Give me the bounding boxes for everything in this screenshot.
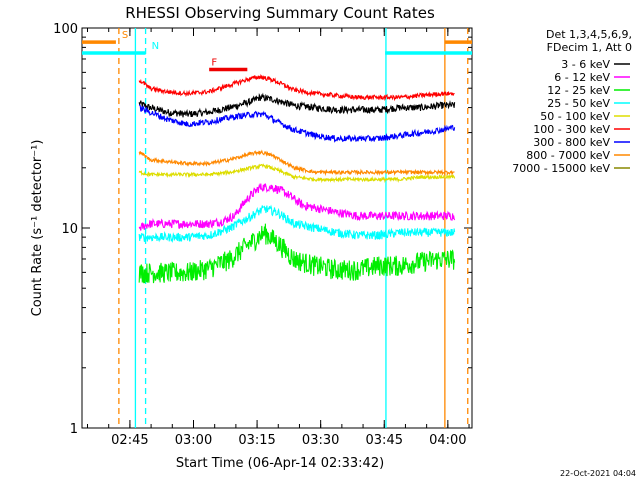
x-tick-label: 03:45 (366, 433, 403, 448)
series-line (138, 149, 455, 177)
series-line (138, 163, 456, 184)
legend-header: Det 1,3,4,5,6,9, (546, 28, 632, 41)
legend-label: 50 - 100 keV (540, 110, 610, 123)
legend-label: 12 - 25 keV (547, 84, 610, 97)
series-line (138, 73, 455, 102)
x-tick-label: 03:30 (302, 433, 339, 448)
legend-label: 25 - 50 keV (547, 97, 610, 110)
series-line (138, 204, 456, 243)
y-tick-label: 1 (70, 422, 78, 437)
y-axis-label: Count Rate (s⁻¹ detector⁻¹) (30, 140, 45, 317)
legend-label: 3 - 6 keV (561, 58, 610, 71)
y-tick-label: 100 (53, 22, 78, 37)
series-line (138, 104, 456, 143)
x-tick-label: 03:00 (175, 433, 212, 448)
x-tick-label: 02:45 (111, 433, 148, 448)
flag-label: N (152, 41, 159, 52)
legend-label: 6 - 12 keV (554, 71, 610, 84)
legend-label: 300 - 800 keV (533, 136, 610, 149)
flag-label: S (122, 30, 128, 41)
y-tick-label: 10 (61, 222, 78, 237)
flag-label: F (211, 58, 217, 69)
footer-date: 22-Oct-2021 04:04 (560, 469, 636, 478)
legend-label: 800 - 7000 keV (526, 149, 610, 162)
x-tick-label: 03:15 (238, 433, 275, 448)
legend: Det 1,3,4,5,6,9,FDecim 1, Att 0 3 - 6 keV… (512, 28, 632, 175)
series-line (138, 223, 456, 284)
chart-title: RHESSI Observing Summary Count Rates (125, 4, 435, 22)
legend-label: 100 - 300 keV (533, 123, 610, 136)
legend-label: 7000 - 15000 keV (512, 162, 610, 175)
legend-header: FDecim 1, Att 0 (547, 41, 632, 54)
x-axis-label: Start Time (06-Apr-14 02:33:42) (176, 456, 384, 471)
series-line (138, 92, 456, 118)
x-tick-label: 04:00 (429, 433, 466, 448)
series-line (138, 183, 456, 231)
